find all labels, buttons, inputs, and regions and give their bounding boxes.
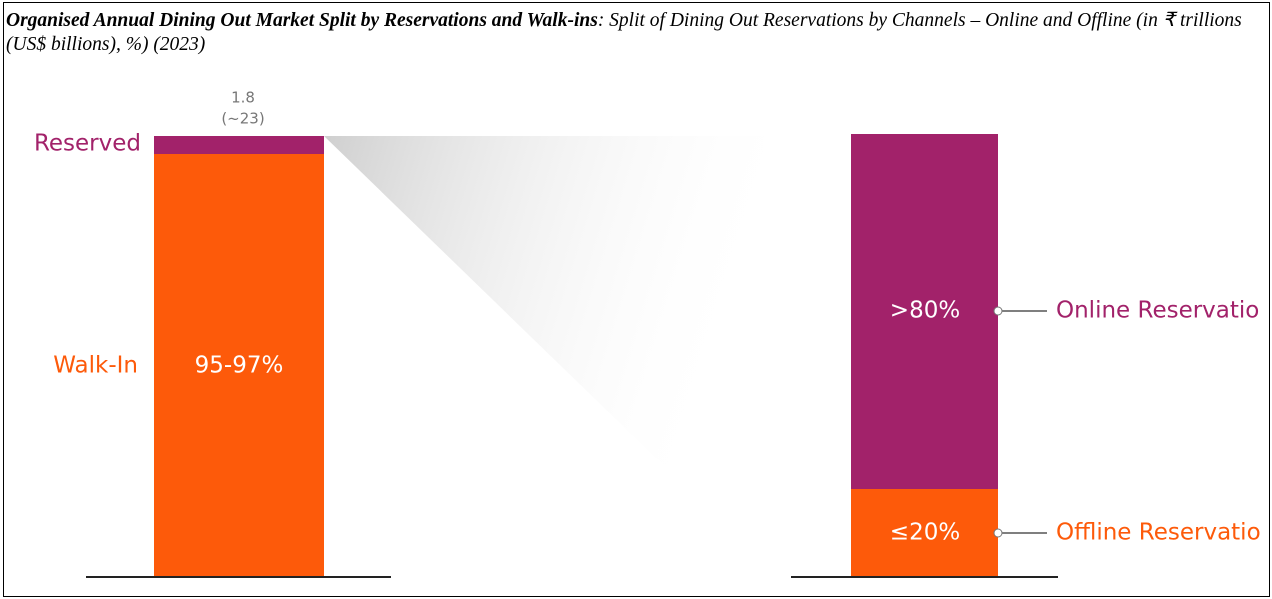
- offline-segment: [851, 489, 998, 577]
- online-share: >80%: [890, 298, 960, 324]
- infographic: 1.8 (~23) Reserved Walk-In 95-97% >80% ≤…: [34, 89, 1261, 578]
- subtitle: : Split of Dining Out Reservations by Ch…: [6, 10, 1242, 55]
- leader-dot: [993, 306, 1003, 316]
- title-block: Organised Annual Dining Out Market Split…: [6, 9, 1261, 57]
- zoom-wedge: [324, 136, 764, 563]
- reserved-label: Reserved: [34, 131, 141, 157]
- online-label: Online Reservatio: [1056, 298, 1259, 324]
- reserved-segment: [154, 136, 324, 154]
- title: Organised Annual Dining Out Market Split…: [6, 10, 598, 31]
- walkin-segment: [154, 154, 324, 577]
- offline-label: Offline Reservatio: [1056, 520, 1261, 546]
- walkin-label: Walk-In: [53, 353, 138, 379]
- offline-share: ≤20%: [890, 520, 960, 546]
- top-value: 1.8: [231, 89, 255, 107]
- top-value-usd: (~23): [221, 110, 264, 128]
- online-segment: [851, 134, 998, 489]
- walkin-share: 95-97%: [195, 353, 284, 379]
- frame: Organised Annual Dining Out Market Split…: [3, 2, 1270, 597]
- leader-dot: [993, 528, 1003, 538]
